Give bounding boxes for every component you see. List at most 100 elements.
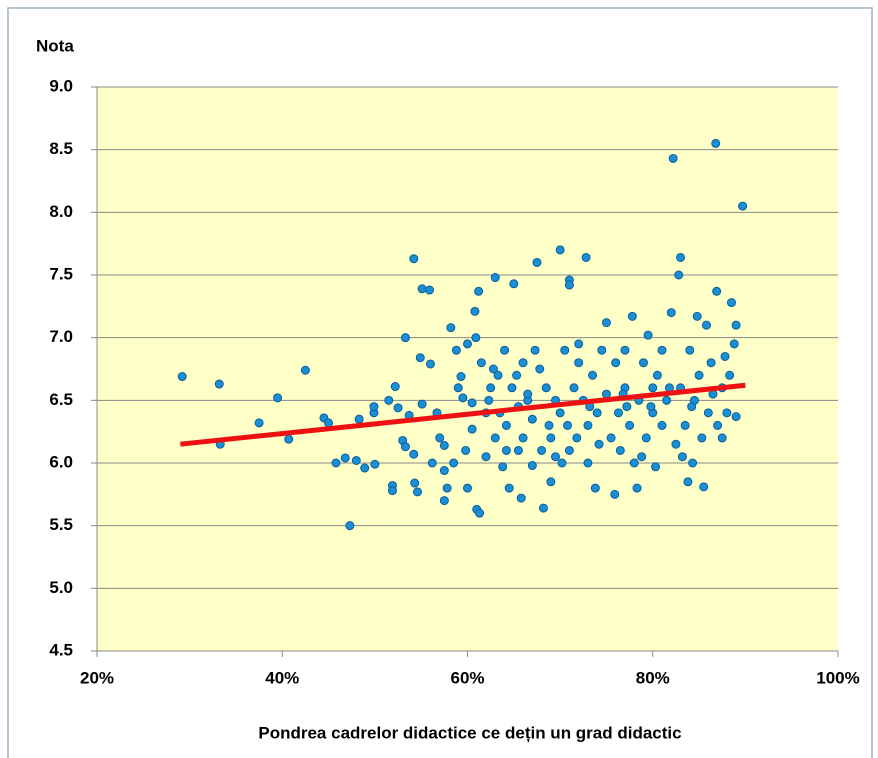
- point: [393, 403, 403, 413]
- x-tick-label: 100%: [816, 668, 859, 687]
- point: [409, 449, 419, 459]
- point: [490, 433, 500, 443]
- point: [697, 433, 707, 443]
- point: [458, 393, 468, 403]
- point: [632, 483, 642, 493]
- point: [284, 434, 294, 444]
- point: [400, 442, 410, 452]
- point: [500, 345, 510, 355]
- point: [370, 459, 380, 469]
- y-tick-label: 8.5: [49, 139, 73, 158]
- point: [726, 298, 736, 308]
- point: [527, 414, 537, 424]
- point: [652, 370, 662, 380]
- y-axis-label: Nota: [36, 36, 74, 55]
- point: [680, 420, 690, 430]
- point: [456, 372, 466, 382]
- point: [484, 395, 494, 405]
- point: [451, 345, 461, 355]
- point: [706, 358, 716, 368]
- point: [627, 311, 637, 321]
- point: [546, 433, 556, 443]
- point: [725, 370, 735, 380]
- point: [713, 420, 723, 430]
- point: [463, 483, 472, 493]
- point: [470, 306, 480, 316]
- point: [417, 399, 427, 409]
- point: [703, 408, 713, 418]
- x-tick-label: 20%: [80, 668, 114, 687]
- point: [516, 493, 526, 503]
- y-tick-label: 5.5: [49, 515, 73, 534]
- point: [384, 395, 394, 405]
- point: [360, 463, 370, 473]
- point: [340, 453, 350, 463]
- point: [453, 383, 463, 393]
- point: [390, 382, 400, 392]
- point: [563, 420, 573, 430]
- point: [648, 383, 658, 393]
- y-tick-label: 6.0: [49, 452, 73, 471]
- point: [722, 408, 732, 418]
- point: [610, 489, 620, 499]
- trend-line: [180, 382, 746, 447]
- point: [435, 433, 445, 443]
- point: [583, 458, 593, 468]
- point: [611, 358, 621, 368]
- point: [214, 379, 224, 389]
- point: [688, 458, 698, 468]
- point: [657, 345, 667, 355]
- point: [425, 359, 435, 369]
- point: [387, 486, 397, 496]
- point: [729, 339, 739, 349]
- point: [481, 452, 491, 462]
- point: [177, 372, 187, 382]
- point: [471, 333, 481, 343]
- point: [513, 445, 523, 455]
- point: [720, 351, 730, 361]
- point: [601, 318, 611, 328]
- point: [651, 462, 661, 472]
- point: [523, 389, 533, 399]
- point: [400, 333, 410, 343]
- y-tick-label: 5.0: [49, 578, 73, 597]
- y-tick-label: 9.0: [49, 76, 73, 95]
- point: [569, 383, 579, 393]
- point: [410, 478, 420, 488]
- point: [677, 452, 687, 462]
- point: [501, 445, 511, 455]
- point: [273, 393, 283, 403]
- point: [537, 445, 547, 455]
- point: [490, 273, 500, 283]
- point: [442, 483, 452, 493]
- point: [439, 466, 449, 476]
- point: [324, 418, 334, 428]
- point: [544, 420, 554, 430]
- point: [711, 138, 721, 148]
- point: [606, 433, 616, 443]
- x-tick-label: 40%: [265, 668, 299, 687]
- point: [643, 330, 653, 340]
- point: [701, 320, 711, 330]
- point: [613, 408, 623, 418]
- point: [427, 458, 437, 468]
- point: [671, 439, 681, 449]
- point: [592, 408, 602, 418]
- point: [574, 339, 584, 349]
- point: [541, 383, 551, 393]
- x-axis-label: Pondrea cadrelor didactice ce dețin un g…: [258, 723, 681, 742]
- point: [629, 458, 639, 468]
- point: [254, 418, 264, 428]
- point: [555, 408, 565, 418]
- point: [597, 345, 607, 355]
- point: [369, 402, 379, 412]
- point: [615, 445, 625, 455]
- point: [512, 370, 522, 380]
- point: [449, 458, 459, 468]
- point: [354, 414, 364, 424]
- point: [504, 483, 514, 493]
- point: [572, 433, 582, 443]
- point: [439, 496, 449, 506]
- point: [507, 383, 517, 393]
- point: [538, 503, 548, 513]
